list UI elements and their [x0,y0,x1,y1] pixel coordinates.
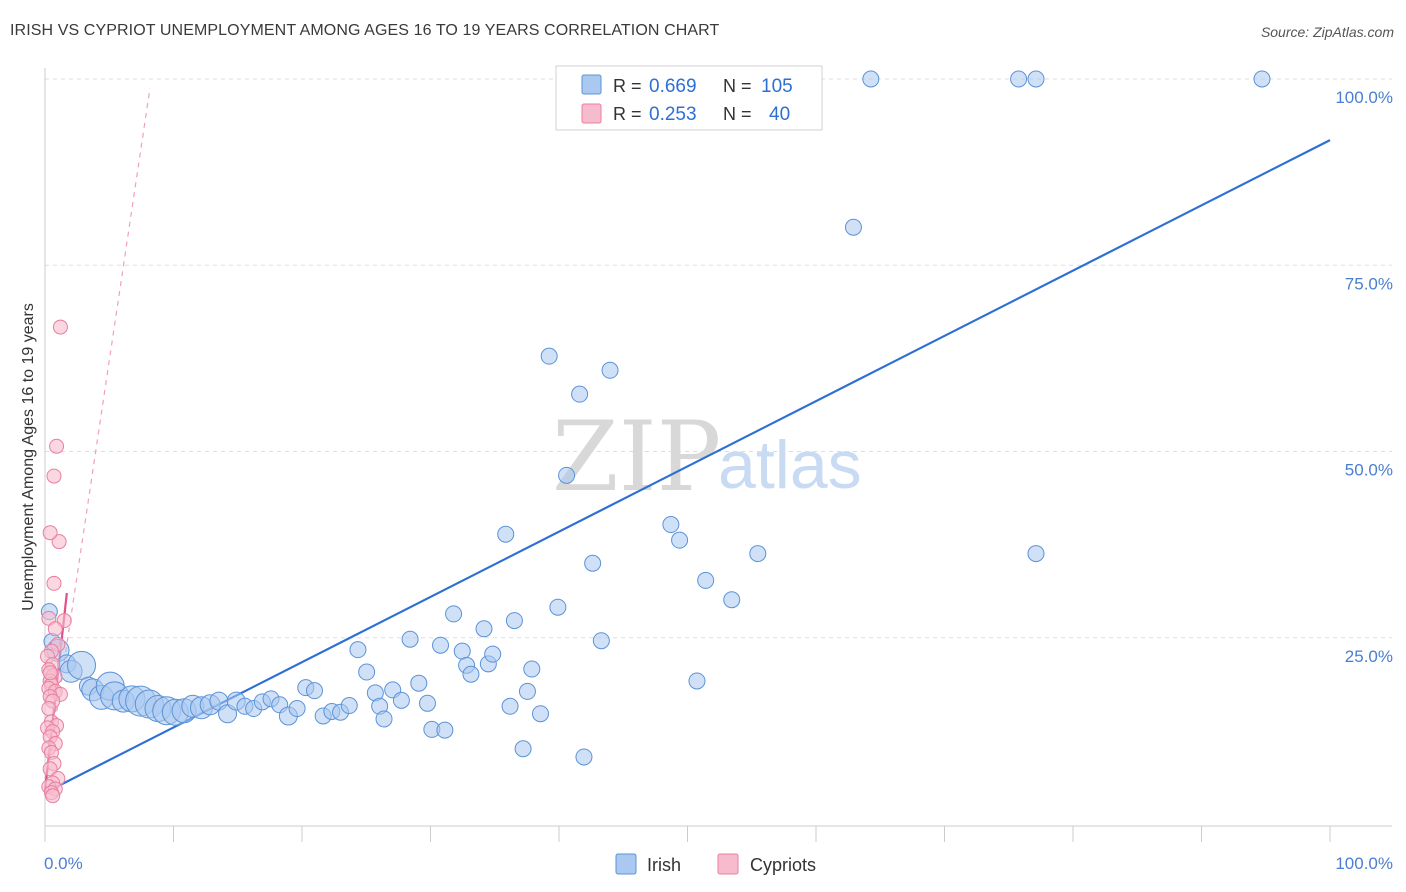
y-tick-label-1: 50.0% [1345,461,1393,480]
point-irish-83 [1010,70,1028,88]
point-irish-76 [688,672,706,690]
point-irish-75 [671,531,689,549]
legend-r-label-cypriots: R = [613,104,642,124]
point-irish-47 [418,694,436,712]
point-irish-5 [67,650,97,680]
point-irish-46 [410,674,428,692]
y-axis-title: Unemployment Among Ages 16 to 19 years [20,303,37,611]
point-cypriots-38 [45,788,61,804]
legend-n-value-irish: 105 [761,76,793,97]
point-irish-57 [484,645,502,663]
legend: R = 0.669 N = 105 R = 0.253 N = 40 [555,65,823,131]
bottom-legend-label-irish: Irish [647,855,681,875]
point-irish-37 [340,697,358,715]
point-cypriots-2 [46,468,62,484]
chart-title: IRISH VS CYPRIOT UNEMPLOYMENT AMONG AGES… [10,22,720,39]
legend-n-label-irish: N = [723,76,752,96]
legend-swatch-irish [581,74,602,95]
y-tick-label-2: 75.0% [1345,274,1393,293]
y-tick-label-3: 100.0% [1335,88,1393,107]
point-irish-79 [723,591,741,609]
bottom-legend-swatch-irish [615,853,637,875]
point-irish-60 [505,612,523,630]
point-irish-52 [453,642,471,660]
point-irish-50 [436,721,454,739]
point-irish-58 [497,525,515,543]
point-irish-62 [518,682,536,700]
point-irish-84 [1027,70,1045,88]
point-irish-39 [358,663,376,681]
point-irish-65 [540,347,558,365]
legend-r-value-irish: 0.669 [649,76,697,97]
point-cypriots-8 [47,621,63,637]
bottom-legend: Irish Cypriots [615,853,816,875]
y-tick-labels: 25.0% 50.0% 75.0% 100.0% [1335,88,1393,666]
trend-line-cypriots-extended [44,87,151,791]
point-irish-81 [844,218,862,236]
legend-r-label-irish: R = [613,76,642,96]
legend-swatch-cypriots [581,103,602,124]
y-tick-label-0: 25.0% [1345,647,1393,666]
point-irish-67 [558,466,576,484]
point-irish-63 [523,660,541,678]
point-irish-38 [349,641,367,659]
trend-line-irish [44,139,1331,794]
point-irish-77 [697,571,715,589]
point-cypriots-4 [42,525,58,541]
data-points [40,70,1271,804]
point-cypriots-22 [41,701,57,717]
point-irish-49 [432,636,450,654]
point-irish-68 [571,385,589,403]
point-irish-64 [531,705,549,723]
point-cypriots-39 [42,665,58,681]
point-irish-86 [1253,70,1271,88]
point-irish-55 [475,620,493,638]
bottom-legend-swatch-cypriots [717,853,739,875]
point-irish-69 [575,748,593,766]
point-irish-80 [749,545,767,563]
watermark-zip: ZIP [552,401,721,513]
x-tick-label-1: 100.0% [1335,854,1393,873]
legend-r-value-cypriots: 0.253 [649,104,697,125]
point-irish-74 [662,516,680,534]
point-irish-51 [445,605,463,623]
legend-n-value-cypriots: 40 [769,104,790,125]
point-irish-33 [305,682,323,700]
point-irish-72 [601,361,619,379]
point-irish-66 [549,598,567,616]
point-irish-54 [462,665,480,683]
grid-lines [45,78,1392,639]
point-cypriots-3 [51,534,67,550]
x-tick-labels: 0.0% 100.0% [44,854,1393,873]
x-tick-label-0: 0.0% [44,854,83,873]
bottom-legend-label-cypriots: Cypriots [750,855,816,875]
point-cypriots-0 [52,319,68,335]
point-irish-31 [288,700,306,718]
point-irish-82 [862,70,880,88]
point-cypriots-5 [46,575,62,591]
point-irish-70 [584,554,602,572]
chart-source: Source: ZipAtlas.com [1260,24,1394,40]
point-irish-42 [375,710,393,728]
point-cypriots-1 [49,438,65,454]
point-irish-45 [401,630,419,648]
point-irish-61 [514,740,532,758]
watermark-atlas: atlas [718,427,862,503]
point-irish-85 [1027,545,1045,563]
legend-n-label-cypriots: N = [723,104,752,124]
point-irish-44 [392,691,410,709]
point-irish-59 [501,697,519,715]
point-irish-71 [592,632,610,650]
